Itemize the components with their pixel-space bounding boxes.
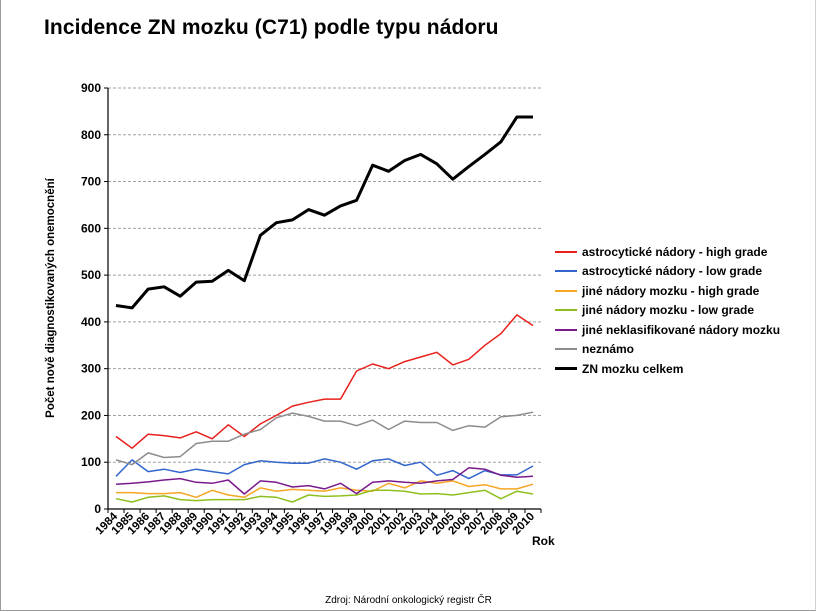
series-line-2 xyxy=(115,458,534,480)
series-line-5 xyxy=(115,467,534,495)
legend-label: astrocytické nádory - high grade xyxy=(582,244,768,259)
series-line-4 xyxy=(115,489,534,503)
y-tick-label: 200 xyxy=(81,408,101,422)
series-lines xyxy=(115,115,534,503)
legend-item: jiné nádory mozku - high grade xyxy=(555,281,780,301)
legend: astrocytické nádory - high grade astrocyt… xyxy=(555,242,780,379)
y-tick-label: 600 xyxy=(81,221,101,235)
legend-swatch xyxy=(555,250,577,253)
y-tick-labels: 0 100 200 300 400 500 600 700 800 900 xyxy=(81,81,101,516)
series-line-3 xyxy=(116,480,534,499)
y-tick-label: 700 xyxy=(81,175,101,189)
legend-label: jiné nádory mozku - low grade xyxy=(582,303,755,318)
legend-swatch xyxy=(555,309,577,312)
y-tick-label: 900 xyxy=(81,81,101,95)
legend-swatch xyxy=(555,289,577,292)
legend-item: jiné neklasifikované nádory mozku xyxy=(555,320,780,340)
y-tick-label: 100 xyxy=(81,455,101,469)
legend-label: jiné nádory mozku - high grade xyxy=(582,283,760,298)
legend-item: neznámo xyxy=(555,340,780,360)
y-tick-label: 0 xyxy=(94,502,101,516)
legend-label: neznámo xyxy=(582,342,635,357)
gridlines xyxy=(108,87,541,463)
chart-title: Incidence ZN mozku (C71) podle typu nádo… xyxy=(44,16,499,39)
legend-swatch xyxy=(555,328,577,331)
legend-swatch xyxy=(555,270,577,273)
legend-label: astrocytické nádory - low grade xyxy=(582,264,763,279)
source-note: Zdroj: Národní onkologický registr ČR xyxy=(325,595,492,606)
legend-label: ZN mozku celkem xyxy=(582,361,684,376)
axes xyxy=(104,87,542,513)
y-tick-label: 400 xyxy=(81,315,101,329)
y-tick-label: 800 xyxy=(81,128,101,142)
y-tick-label: 300 xyxy=(81,362,101,376)
x-axis-label: Rok xyxy=(532,534,555,548)
legend-item: ZN mozku celkem xyxy=(555,359,780,379)
series-line-6 xyxy=(115,411,534,466)
series-line-7 xyxy=(115,115,533,310)
y-tick-label: 500 xyxy=(81,268,101,282)
y-axis-label: Počet nově diagnostikovaných onemocnění xyxy=(45,177,57,417)
legend-swatch xyxy=(555,348,577,351)
legend-item: jiné nádory mozku - low grade xyxy=(555,301,780,321)
legend-item: astrocytické nádory - low grade xyxy=(555,262,780,282)
legend-item: astrocytické nádory - high grade xyxy=(555,242,780,262)
series-line-1 xyxy=(115,314,534,449)
legend-swatch xyxy=(555,367,577,371)
x-tick-labels: 1984198519861987198819891990199119921993… xyxy=(94,510,538,537)
legend-label: jiné neklasifikované nádory mozku xyxy=(582,322,781,337)
